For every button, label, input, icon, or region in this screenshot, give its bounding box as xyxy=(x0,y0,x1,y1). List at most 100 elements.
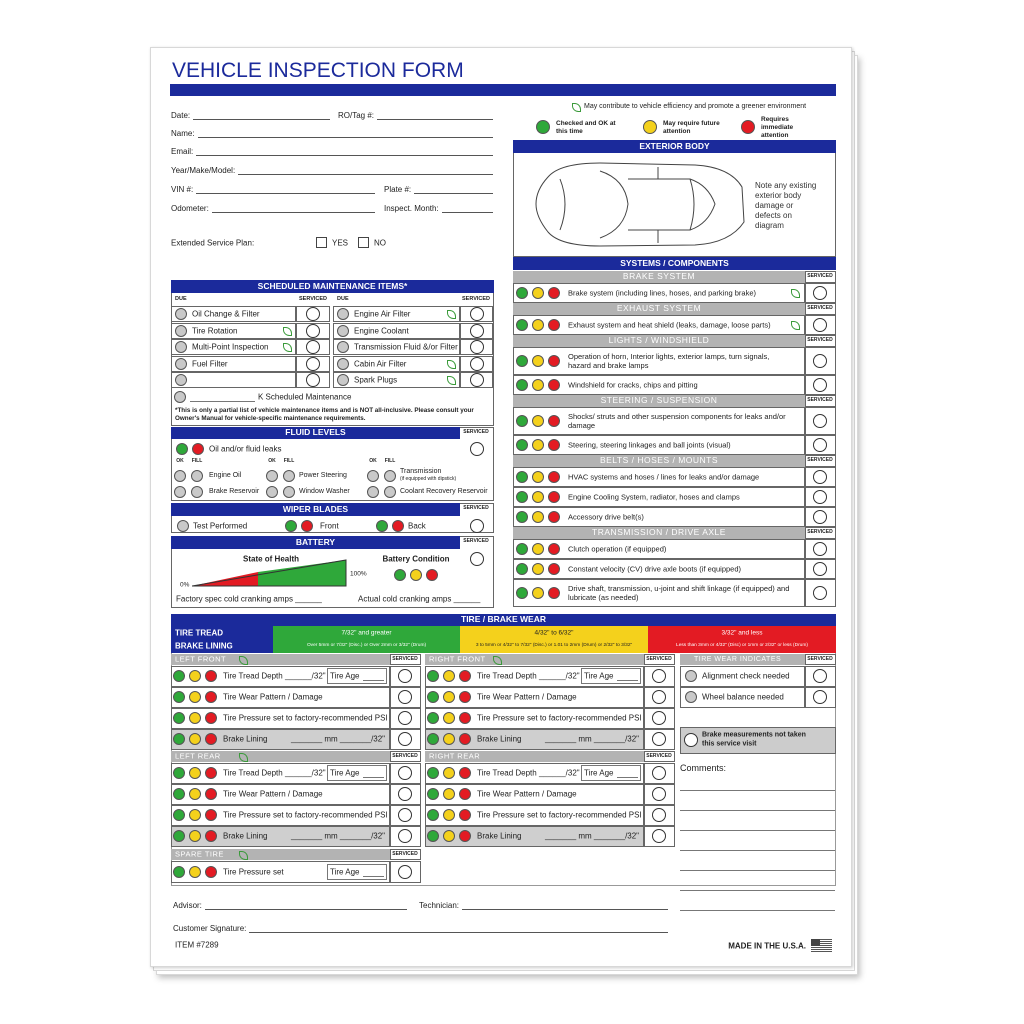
tire-row xyxy=(171,708,390,729)
eco-leaf xyxy=(239,753,248,762)
blank-line xyxy=(363,777,384,778)
field-label: Date: xyxy=(171,111,191,120)
status-circle xyxy=(191,470,203,482)
tire-row-text: Tire Pressure set to factory-recommended… xyxy=(477,810,642,820)
component-row xyxy=(513,435,805,455)
serviced-checkbox xyxy=(813,542,827,556)
serviced-checkbox xyxy=(813,414,827,428)
blank-line xyxy=(617,680,638,681)
serviced-checkbox xyxy=(652,766,666,780)
serviced-cell xyxy=(805,507,836,527)
group-header-text: LIGHTS / WINDSHIELD xyxy=(608,335,710,346)
group-header xyxy=(513,335,805,347)
maintenance-item: Cabin Air Filter xyxy=(354,359,407,369)
status-circle xyxy=(175,308,187,320)
serviced-checkbox xyxy=(813,562,827,576)
eco-leaf xyxy=(283,343,292,352)
maintenance-item: Oil Change & Filter xyxy=(192,309,260,319)
serviced-label: SERVICED xyxy=(807,305,833,312)
comments-label: Comments: xyxy=(680,762,727,773)
maintenance-note: *This is only a partial list of vehicle … xyxy=(175,407,474,422)
maintenance-row xyxy=(333,306,460,322)
status-circle xyxy=(532,439,544,451)
status-circle xyxy=(384,486,396,498)
section-header xyxy=(171,427,460,439)
column-label: DUE xyxy=(175,295,187,302)
status-circle xyxy=(191,486,203,498)
eco-leaf xyxy=(791,289,800,298)
serviced-cell xyxy=(296,306,330,322)
flag-stripe xyxy=(811,941,832,942)
wheel-header xyxy=(425,654,644,665)
field-line xyxy=(462,900,668,910)
status-circle xyxy=(301,520,313,532)
serviced-checkbox xyxy=(813,470,827,484)
status-circle xyxy=(175,325,187,337)
tire-row-text: Brake Lining xyxy=(223,734,268,744)
status-circle xyxy=(548,415,560,427)
maintenance-row xyxy=(333,339,460,355)
serviced-cell xyxy=(296,356,330,372)
wear-row xyxy=(680,666,805,687)
serviced-cell xyxy=(805,487,836,507)
status-circle xyxy=(205,767,217,779)
serviced-header xyxy=(805,395,836,407)
status-circle xyxy=(443,830,455,842)
status-circle xyxy=(532,415,544,427)
serviced-label: SERVICED xyxy=(392,656,418,663)
maintenance-row xyxy=(171,356,296,372)
wheel-name: LEFT REAR xyxy=(175,751,221,761)
status-circle xyxy=(173,691,185,703)
serviced-header xyxy=(805,303,836,315)
status-circle xyxy=(173,809,185,821)
wiper-item: Back xyxy=(408,521,426,531)
serviced-header xyxy=(390,654,421,665)
component-row xyxy=(513,347,805,375)
status-circle xyxy=(459,670,471,682)
tire-age-box xyxy=(327,668,387,684)
component-text: HVAC systems and hoses / lines for leaks… xyxy=(568,472,760,482)
section-header xyxy=(513,257,836,270)
option-label: NO xyxy=(374,238,386,248)
serviced-checkbox xyxy=(652,690,666,704)
status-circle xyxy=(548,379,560,391)
maintenance-row xyxy=(333,323,460,339)
section-header xyxy=(171,280,494,293)
tire-row xyxy=(425,763,644,784)
status-circle xyxy=(205,712,217,724)
status-circle xyxy=(548,511,560,523)
tire-row-text: Tire Tread Depth ______/32" xyxy=(223,671,326,681)
serviced-checkbox xyxy=(398,766,412,780)
serviced-checkbox xyxy=(652,787,666,801)
tire-row xyxy=(425,784,644,805)
status-circle xyxy=(459,733,471,745)
serviced-checkbox xyxy=(684,733,698,747)
car-body xyxy=(535,162,745,247)
flag-stripe xyxy=(811,951,832,952)
blank-line xyxy=(190,401,255,402)
serviced-cell xyxy=(390,784,421,805)
serviced-cell xyxy=(805,407,836,435)
serviced-label: SERVICED xyxy=(463,505,489,512)
section-header xyxy=(171,503,460,516)
component-text: Constant velocity (CV) drive axle boots … xyxy=(568,564,741,574)
wheel-name: RIGHT FRONT xyxy=(429,654,486,664)
status-circle xyxy=(685,670,697,682)
wear-header xyxy=(680,654,805,665)
serviced-cell xyxy=(805,559,836,579)
car-rear-window xyxy=(689,178,716,231)
status-circle xyxy=(173,830,185,842)
section-header xyxy=(513,140,836,153)
gauge-outline xyxy=(191,559,347,587)
status-circle xyxy=(516,439,528,451)
serviced-checkbox xyxy=(652,732,666,746)
wear-item: Wheel balance needed xyxy=(702,692,784,702)
status-circle xyxy=(548,319,560,331)
battery-gauge xyxy=(191,558,347,588)
group-header xyxy=(513,455,805,467)
serviced-header xyxy=(805,335,836,347)
component-row xyxy=(513,487,805,507)
column-label: SERVICED xyxy=(298,295,328,302)
serviced-cell xyxy=(644,666,675,687)
status-circle xyxy=(205,670,217,682)
